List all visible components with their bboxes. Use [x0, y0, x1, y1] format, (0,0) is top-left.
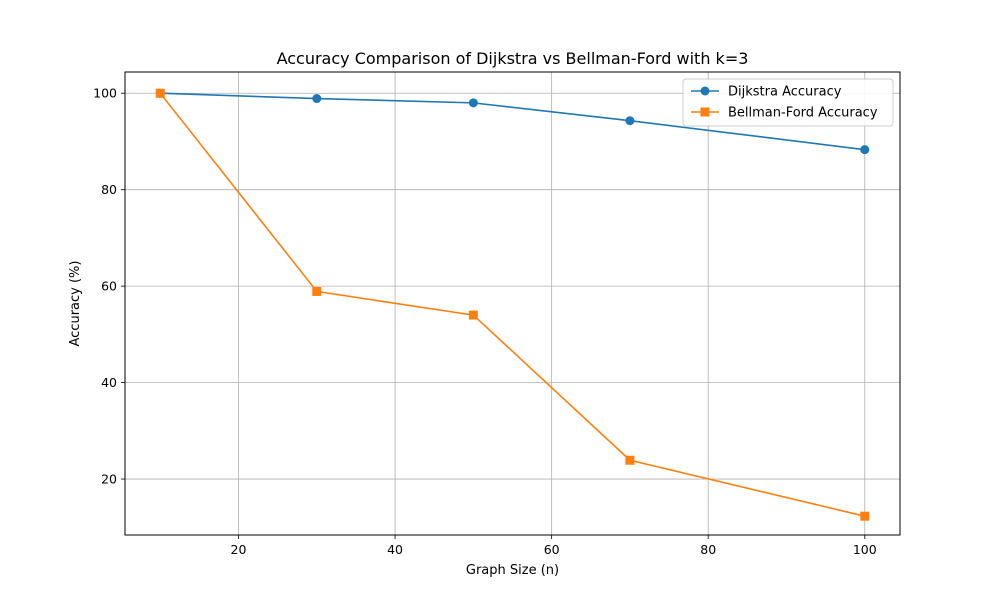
ticks: 20 40 60 80 100 20 40 60 80 100 — [93, 86, 877, 557]
y-axis-label: Accuracy (%) — [68, 261, 83, 347]
x-tick-label: 20 — [231, 542, 247, 557]
x-tick-label: 100 — [853, 542, 877, 557]
series-bellman-ford — [155, 88, 870, 521]
legend-box — [682, 78, 894, 127]
data-point — [625, 455, 635, 465]
legend-item: Dijkstra Accuracy — [691, 85, 842, 100]
x-axis-label: Graph Size (n) — [466, 563, 559, 578]
y-tick-label: 60 — [101, 279, 117, 294]
legend: Dijkstra Accuracy Bellman-Ford Accuracy — [682, 78, 894, 127]
data-point — [468, 98, 478, 108]
data-point — [312, 286, 322, 296]
x-tick-label: 60 — [544, 542, 560, 557]
data-point — [625, 116, 635, 126]
y-tick-label: 20 — [101, 472, 117, 487]
legend-item: Bellman-Ford Accuracy — [691, 106, 878, 121]
series-dijkstra — [155, 88, 870, 155]
y-tick-label: 100 — [93, 86, 117, 101]
y-tick-label: 80 — [101, 182, 117, 197]
x-tick-label: 40 — [387, 542, 403, 557]
legend-marker — [700, 107, 710, 117]
legend-label: Dijkstra Accuracy — [728, 85, 842, 100]
data-point — [312, 94, 322, 104]
data-point — [860, 511, 870, 521]
data-point — [468, 310, 478, 320]
data-point — [155, 88, 165, 98]
chart-title: Accuracy Comparison of Dijkstra vs Bellm… — [277, 49, 749, 68]
legend-marker — [700, 86, 710, 96]
plot-frame — [124, 71, 901, 536]
series-layer — [155, 88, 870, 521]
x-tick-label: 80 — [700, 542, 716, 557]
data-point — [860, 145, 870, 155]
legend-label: Bellman-Ford Accuracy — [728, 106, 878, 121]
y-tick-label: 40 — [101, 375, 117, 390]
